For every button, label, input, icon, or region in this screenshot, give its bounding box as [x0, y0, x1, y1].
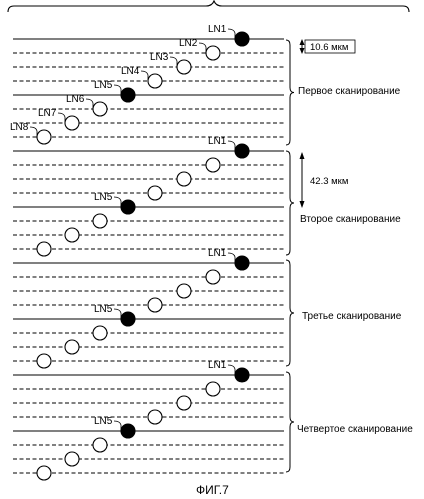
label-leader — [86, 99, 93, 108]
label-leader — [170, 57, 177, 66]
line-label: LN5 — [94, 416, 113, 427]
hollow-point — [93, 214, 107, 228]
label-leader — [30, 127, 37, 136]
line-label: LN1 — [208, 136, 227, 147]
pitch-measure: 10.6 мкм — [300, 39, 356, 54]
label-leader — [58, 113, 65, 122]
label-leader — [199, 43, 206, 52]
hollow-point — [37, 242, 51, 256]
hollow-point — [37, 466, 51, 480]
filled-point — [121, 88, 135, 102]
filled-point — [121, 200, 135, 214]
hollow-point — [177, 60, 191, 74]
label-leader — [114, 197, 121, 206]
hollow-point — [65, 228, 79, 242]
label-leader — [114, 309, 121, 318]
filled-point — [121, 312, 135, 326]
scan-brace — [286, 372, 294, 472]
line-label: LN5 — [94, 80, 113, 91]
scan-shift-label: 42.3 мкм — [310, 176, 348, 187]
line-label: LN5 — [94, 192, 113, 203]
hollow-point — [37, 354, 51, 368]
hollow-point — [37, 130, 51, 144]
hollow-point — [177, 284, 191, 298]
figure-caption: ФИГ.7 — [196, 483, 229, 497]
line-label: LN2 — [179, 38, 198, 49]
label-leader — [114, 85, 121, 94]
line-label: LN5 — [94, 304, 113, 315]
scan-label-3: Третье сканирование — [302, 311, 402, 322]
label-leader — [114, 421, 121, 430]
line-label: LN1 — [208, 360, 227, 371]
filled-point — [121, 424, 135, 438]
pitch-label: 10.6 мкм — [310, 42, 348, 53]
hollow-point — [177, 396, 191, 410]
line-label: LN3 — [150, 52, 169, 63]
filled-point — [235, 144, 249, 158]
scan-brace — [286, 260, 294, 366]
hollow-point — [65, 452, 79, 466]
line-label: LN4 — [121, 66, 140, 77]
hollow-point — [148, 410, 162, 424]
label-leader — [228, 29, 235, 38]
filled-point — [235, 368, 249, 382]
filled-point — [235, 256, 249, 270]
line-label: LN1 — [208, 24, 227, 35]
hollow-point — [206, 270, 220, 284]
label-leader — [141, 71, 148, 80]
label-leader — [228, 253, 235, 262]
scan-label-2: Второе сканирование — [300, 214, 401, 225]
hollow-point — [148, 298, 162, 312]
hollow-point — [93, 102, 107, 116]
hollow-point — [148, 74, 162, 88]
scan-braces — [286, 40, 294, 472]
hollow-point — [206, 46, 220, 60]
scan-shift-measure: 42.3 мкм — [300, 152, 349, 208]
hollow-point — [65, 116, 79, 130]
hollow-point — [177, 172, 191, 186]
label-leader — [228, 141, 235, 150]
hollow-point — [206, 382, 220, 396]
line-label: LN1 — [208, 248, 227, 259]
scan-brace — [286, 40, 294, 145]
hollow-point — [206, 158, 220, 172]
line-label: LN7 — [38, 108, 57, 119]
top-brace — [8, 1, 409, 12]
hollow-point — [93, 326, 107, 340]
filled-point — [235, 32, 249, 46]
hollow-point — [93, 438, 107, 452]
line-label: LN8 — [10, 122, 29, 133]
scan-label-1: Первое сканирование — [298, 86, 401, 97]
hollow-point — [65, 340, 79, 354]
scan-label-4: Четвертое сканирование — [297, 424, 413, 435]
hollow-point — [148, 186, 162, 200]
scan-brace — [286, 151, 294, 255]
line-label: LN6 — [66, 94, 85, 105]
label-leader — [228, 365, 235, 374]
